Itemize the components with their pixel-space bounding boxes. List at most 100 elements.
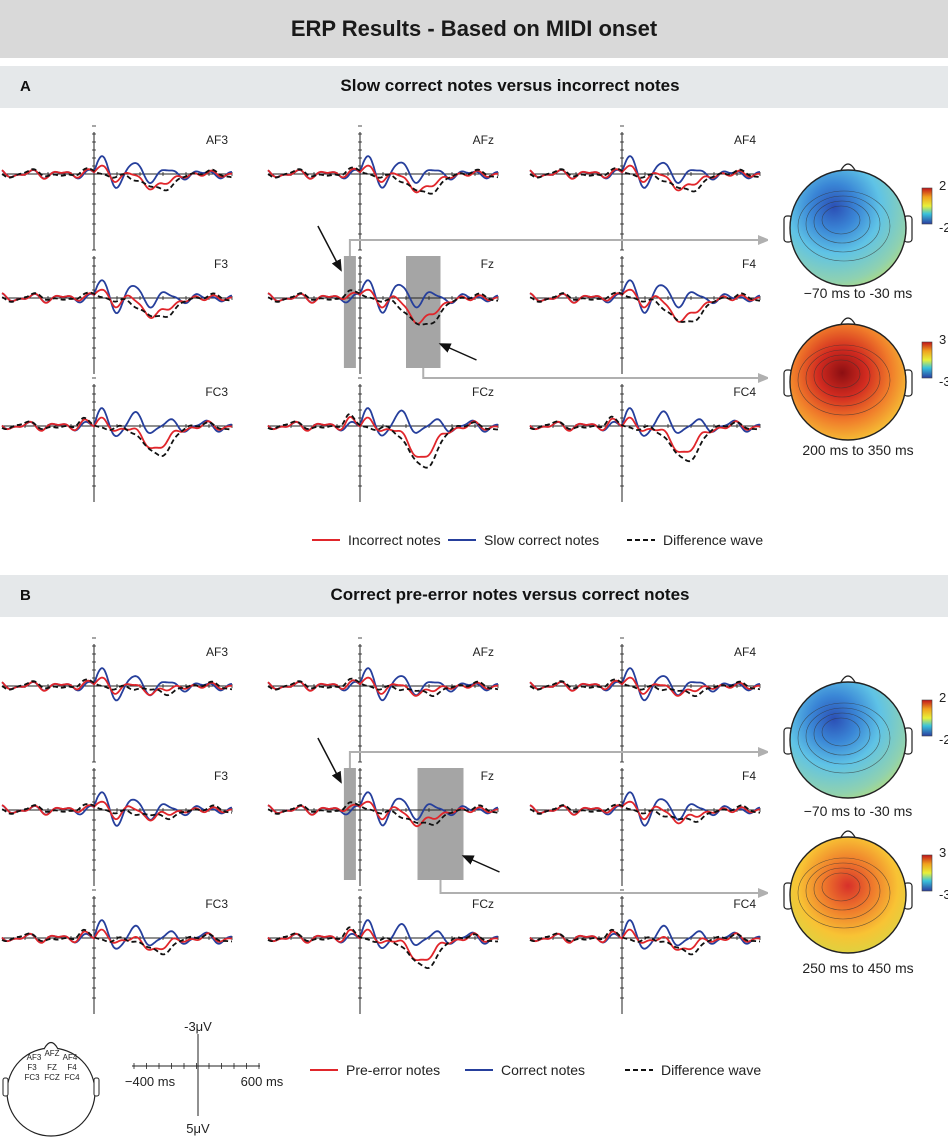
erp-plot-b-f3: F3 [1, 761, 233, 886]
contour-line [813, 200, 871, 244]
channel-label: F3 [214, 769, 228, 783]
arrow-to-topomap-late [439, 880, 759, 893]
series-difference [529, 415, 761, 463]
contour-line [821, 205, 861, 235]
colorbar [921, 187, 933, 225]
series-difference [529, 803, 761, 823]
highlight-window [406, 256, 441, 368]
scale-left-label: −400 ms [125, 1074, 176, 1089]
legend-label: Slow correct notes [484, 532, 599, 548]
channel-label: F3 [214, 257, 228, 271]
montage-electrode-label: FZ [47, 1063, 57, 1072]
scale-bottom-label: 5μV [186, 1121, 210, 1136]
series-correct [1, 407, 233, 438]
series-correct [529, 919, 761, 950]
figure-title-bar: ERP Results - Based on MIDI onset [0, 0, 948, 58]
colorbar-min: -3 μV [939, 374, 948, 389]
colorbar-max: 2 μV [939, 690, 948, 705]
figure-title: ERP Results - Based on MIDI onset [290, 16, 658, 41]
contour-line [813, 354, 871, 398]
pointer-arrow-ern [317, 225, 342, 272]
series-difference [1, 928, 233, 956]
channel-label: AF4 [734, 133, 756, 147]
channel-label: FCz [472, 897, 494, 911]
channel-label: FC3 [205, 897, 228, 911]
montage-electrode-label: AF3 [27, 1053, 42, 1062]
series-difference [1, 803, 233, 821]
contour-line [821, 717, 861, 747]
contour-line [821, 872, 861, 902]
contour-line [797, 344, 891, 416]
series-correct [1, 919, 233, 950]
contour-line [805, 349, 881, 407]
series-error [1, 928, 232, 951]
montage-head [6, 1047, 96, 1137]
scalp-map [789, 323, 907, 441]
topomap-window-label: 250 ms to 450 ms [802, 960, 913, 976]
panel-b-header: B Correct pre-error notes versus correct… [0, 575, 948, 617]
arrow-to-topomap-late [422, 368, 758, 378]
montage-electrode-label: F4 [67, 1063, 77, 1072]
channel-label: AFz [473, 133, 494, 147]
topomap-negative [783, 675, 913, 799]
colorbar [921, 341, 933, 379]
series-error [1, 416, 232, 449]
series-difference [529, 678, 761, 697]
erp-plot-a-af4: AF4 [529, 125, 761, 250]
contour-line [797, 702, 891, 774]
series-error [529, 800, 760, 825]
colorbar [921, 854, 933, 892]
series-difference [267, 926, 499, 970]
channel-label: AFz [473, 645, 494, 659]
panel-a-title: Slow correct notes versus incorrect note… [340, 76, 680, 95]
erp-plot-b-f4: F4 [529, 761, 761, 886]
channel-label: AF3 [206, 645, 228, 659]
erp-plot-a-fc3: FC3 [1, 377, 233, 502]
series-error [1, 288, 232, 320]
series-difference [267, 413, 499, 469]
contour-line [805, 862, 881, 920]
series-difference [1, 291, 233, 318]
pointer-arrow-pe [438, 343, 477, 361]
contour-line [813, 867, 871, 911]
series-error [529, 288, 760, 323]
topomap-window-label: −70 ms to -30 ms [804, 285, 913, 301]
series-difference [529, 291, 761, 323]
montage-ear-left [2, 1077, 9, 1097]
pointer-arrow-ern [317, 737, 342, 784]
montage-electrode-label: FCZ [44, 1073, 60, 1082]
series-difference [267, 677, 499, 697]
erp-plot-a-afz: AFz [267, 125, 499, 250]
erp-plot-a-f4: F4 [529, 249, 761, 374]
series-error [267, 928, 498, 961]
channel-label: F4 [742, 257, 756, 271]
legend-label: Incorrect notes [348, 532, 441, 548]
topomap-positive [783, 317, 913, 441]
channel-label: FC4 [733, 385, 756, 399]
pointer-arrow-pe [461, 855, 500, 873]
series-difference [267, 166, 499, 195]
erp-plot-b-fc4: FC4 [529, 889, 761, 1014]
legend-label: Difference wave [661, 1062, 761, 1078]
series-difference [267, 289, 499, 326]
series-correct [267, 919, 499, 950]
legend-label: Difference wave [663, 532, 763, 548]
panel-b-title: Correct pre-error notes versus correct n… [330, 585, 690, 604]
erp-plot-b-af4: AF4 [529, 637, 761, 762]
montage-electrode-label: AF4 [63, 1053, 78, 1062]
erp-plot-b-af3: AF3 [1, 637, 233, 762]
contour-line [797, 857, 891, 929]
series-difference [267, 801, 499, 826]
contour-line [813, 712, 871, 756]
series-difference [529, 167, 761, 193]
series-error [529, 928, 760, 951]
erp-plot-a-f3: F3 [1, 249, 233, 374]
series-difference [529, 928, 761, 956]
series-correct [529, 407, 761, 437]
panel-a-letter: A [20, 78, 31, 95]
series-difference [1, 678, 233, 697]
legend-label: Correct notes [501, 1062, 585, 1078]
montage-electrode-label: AFZ [44, 1049, 59, 1058]
montage-ear-right [93, 1077, 100, 1097]
colorbar-max: 2 μV [939, 178, 948, 193]
